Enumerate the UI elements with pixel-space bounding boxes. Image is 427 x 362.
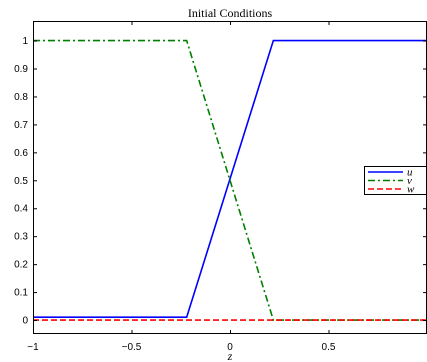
x-tick-label: −0.5 <box>122 342 142 353</box>
y-tick-label: 0.7 <box>14 120 28 131</box>
y-tick-label: 0.3 <box>14 232 28 243</box>
y-tick-label: 0.4 <box>14 204 28 215</box>
x-axis-label: z <box>227 349 233 362</box>
x-tick-label: −1 <box>27 342 39 353</box>
x-tick-label: 0.5 <box>322 342 336 353</box>
tick-labels: −1 −0.5 0 0.500.10.20.30.40.50.60.70.80.91 <box>14 36 336 353</box>
y-tick-label: 0.8 <box>14 92 28 103</box>
y-tick-label: 0.5 <box>14 176 28 187</box>
y-tick-label: 0.2 <box>14 260 28 271</box>
y-tick-label: 0.1 <box>14 288 28 299</box>
chart-title: Initial Conditions <box>188 6 273 20</box>
legend: uvw <box>365 167 427 196</box>
legend-label-w: w <box>407 184 415 196</box>
y-tick-label: 0.9 <box>14 64 28 75</box>
y-tick-label: 0 <box>22 316 28 327</box>
y-tick-label: 0.6 <box>14 148 28 159</box>
y-tick-label: 1 <box>22 36 28 47</box>
